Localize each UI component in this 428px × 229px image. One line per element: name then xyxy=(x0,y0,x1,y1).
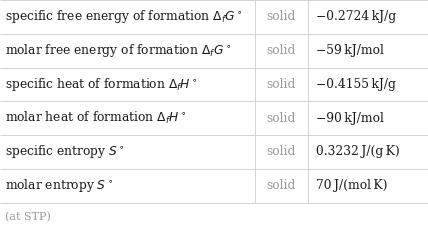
Text: specific entropy $\mathit{S}^\circ$: specific entropy $\mathit{S}^\circ$ xyxy=(5,144,125,161)
Text: 70 J/(mol K): 70 J/(mol K) xyxy=(316,179,387,192)
Text: −59 kJ/mol: −59 kJ/mol xyxy=(316,44,384,57)
Text: −0.4155 kJ/g: −0.4155 kJ/g xyxy=(316,78,396,91)
Text: 0.3232 J/(g K): 0.3232 J/(g K) xyxy=(316,145,400,158)
Text: specific free energy of formation $\mathit{\Delta}_f\mathit{G}^\circ$: specific free energy of formation $\math… xyxy=(5,8,243,25)
Text: solid: solid xyxy=(267,44,296,57)
Text: molar free energy of formation $\mathit{\Delta}_f\mathit{G}^\circ$: molar free energy of formation $\mathit{… xyxy=(5,42,231,59)
Text: specific heat of formation $\mathit{\Delta}_f\mathit{H}^\circ$: specific heat of formation $\mathit{\Del… xyxy=(5,76,198,93)
Text: solid: solid xyxy=(267,179,296,192)
Text: (at STP): (at STP) xyxy=(5,212,51,222)
Text: solid: solid xyxy=(267,10,296,23)
Text: −90 kJ/mol: −90 kJ/mol xyxy=(316,112,384,125)
Text: molar heat of formation $\mathit{\Delta}_f\mathit{H}^\circ$: molar heat of formation $\mathit{\Delta}… xyxy=(5,110,187,126)
Text: solid: solid xyxy=(267,78,296,91)
Text: −0.2724 kJ/g: −0.2724 kJ/g xyxy=(316,10,396,23)
Text: molar entropy $\mathit{S}^\circ$: molar entropy $\mathit{S}^\circ$ xyxy=(5,177,113,194)
Text: solid: solid xyxy=(267,112,296,125)
Text: solid: solid xyxy=(267,145,296,158)
